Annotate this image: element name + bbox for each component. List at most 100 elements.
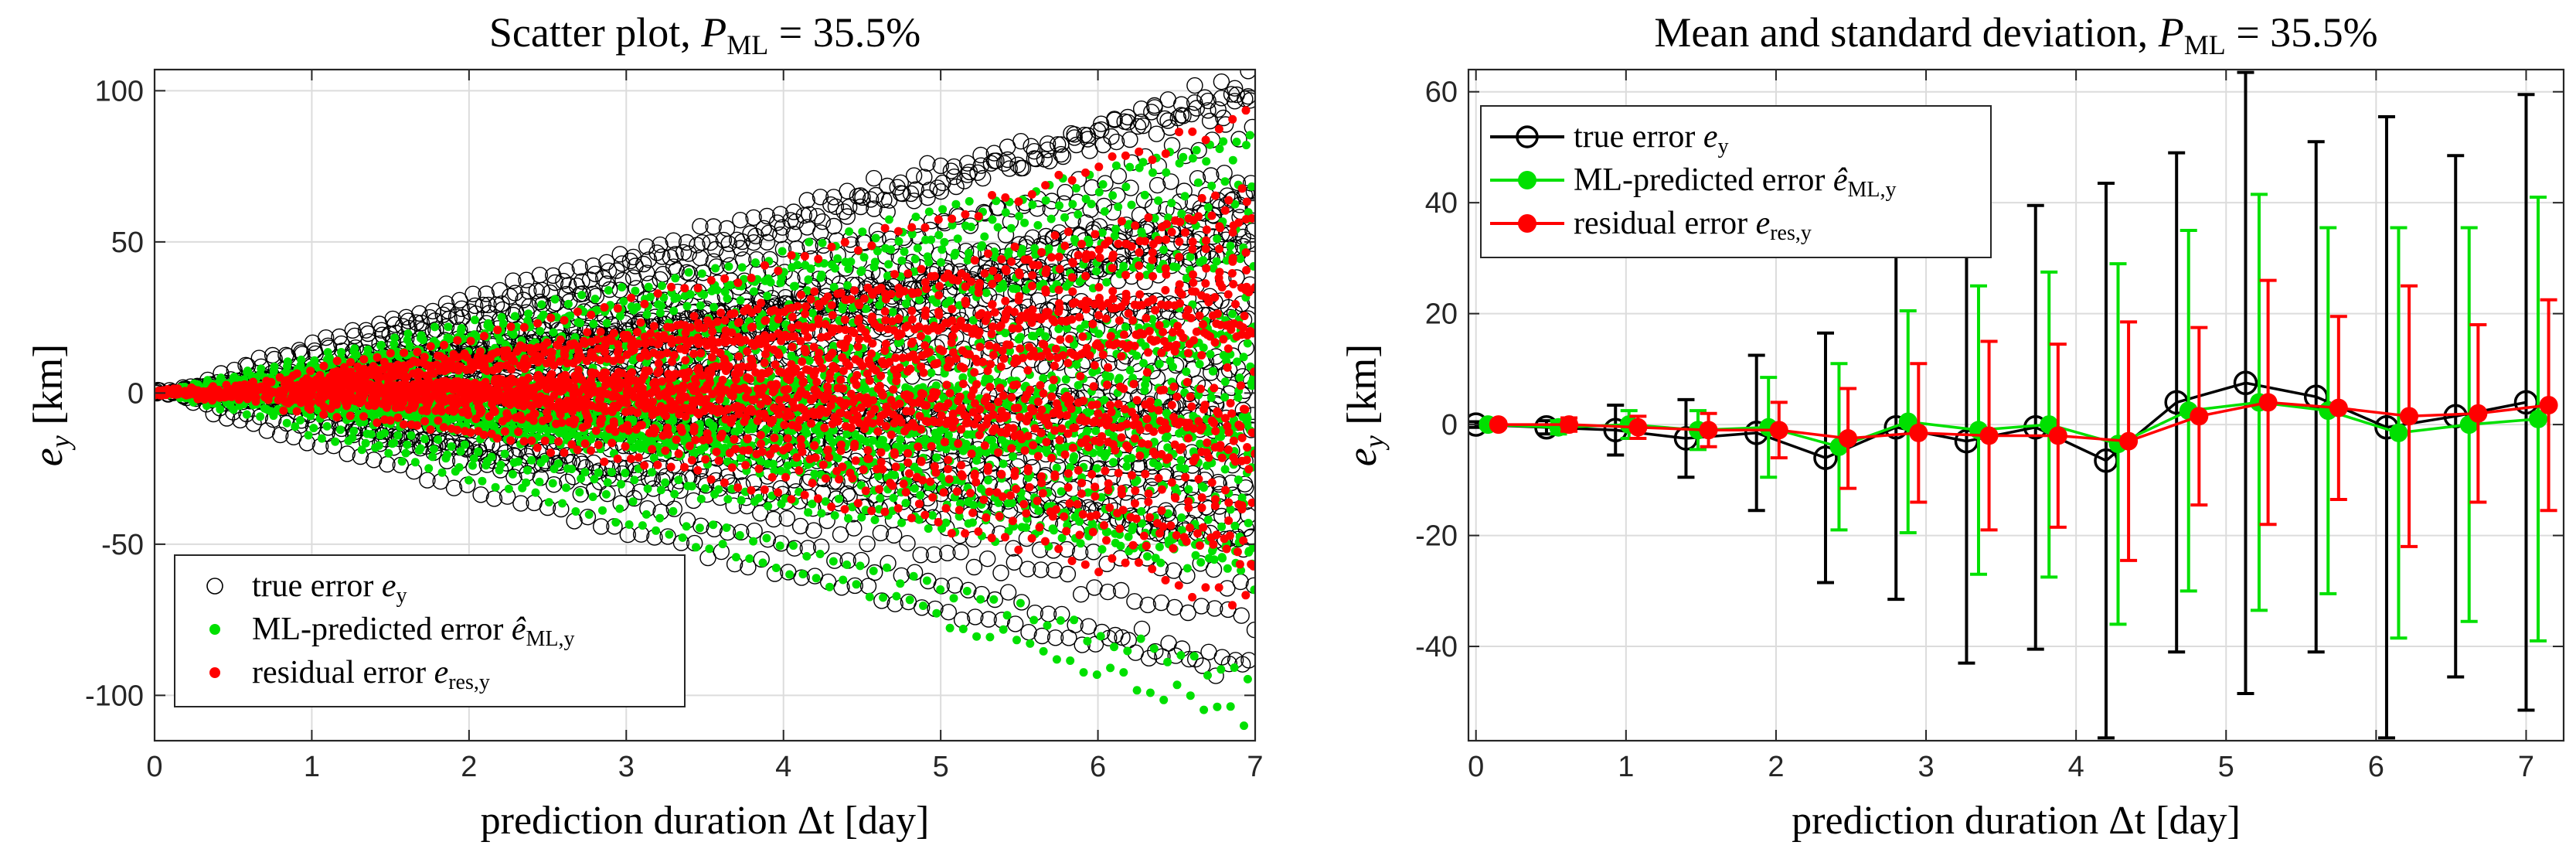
scatter-point [1203, 515, 1213, 524]
scatter-point [1062, 442, 1071, 452]
scatter-point [1057, 533, 1067, 543]
scatter-point [1114, 203, 1123, 211]
scatter-point [695, 523, 704, 533]
scatter-point [1220, 177, 1230, 186]
scatter-point [884, 260, 893, 269]
scatter-point [900, 247, 909, 256]
scatter-point [1060, 213, 1069, 222]
scatter-point [804, 275, 813, 285]
scatter-point [679, 264, 696, 281]
scatter-point [417, 331, 426, 340]
scatter-point [1114, 629, 1131, 646]
scatter-point [723, 495, 733, 504]
scatter-point [1127, 200, 1136, 210]
scatter-point [495, 465, 504, 475]
scatter-point [808, 208, 826, 225]
scatter-point [869, 566, 878, 575]
scatter-point [335, 425, 345, 435]
scatter-point [600, 262, 618, 279]
scatter-point [655, 513, 665, 523]
scatter-point [879, 177, 896, 195]
scatter-point [1127, 453, 1136, 462]
scatter-point [1100, 452, 1109, 461]
scatter-point [1161, 119, 1179, 136]
scatter-point [643, 484, 652, 493]
scatter-point [719, 246, 736, 263]
scatter-point [445, 479, 463, 496]
scatter-point [765, 510, 782, 528]
scatter-point [695, 264, 712, 281]
scatter-point [885, 527, 903, 544]
scatter-point [1167, 199, 1176, 208]
scatter-point [1097, 175, 1114, 192]
scatter-point [1048, 383, 1057, 392]
scatter-point [1063, 324, 1071, 333]
scatter-point [772, 227, 789, 244]
scatter-point [1111, 224, 1121, 233]
scatter-point [758, 233, 776, 251]
scatter-point [584, 257, 602, 274]
scatter-point [1070, 615, 1079, 625]
scatter-point [401, 448, 410, 458]
scatter-point [1119, 114, 1137, 131]
scatter-point [322, 421, 332, 431]
scatter-point [785, 203, 802, 220]
scatter-point [753, 551, 770, 568]
scatter-point [414, 446, 424, 455]
scatter-point [892, 174, 910, 192]
scatter-point [593, 518, 610, 535]
scatter-point [601, 489, 611, 499]
scatter-point [869, 230, 886, 247]
scatter-point [1046, 629, 1064, 646]
scatter-point [1163, 431, 1172, 441]
scatter-point [1002, 611, 1012, 620]
scatter-point [257, 364, 266, 373]
scatter-point [1112, 581, 1130, 599]
scatter-point [995, 155, 1013, 172]
scatter-point [1106, 111, 1123, 128]
scatter-point [711, 264, 720, 273]
scatter-point [1029, 200, 1046, 217]
scatter-point [865, 169, 883, 187]
scatter-point [618, 481, 635, 498]
scatter-point [1247, 182, 1255, 191]
scatter-point [696, 494, 706, 503]
scatter-point [628, 497, 638, 506]
scatter-point [857, 513, 866, 522]
scatter-point [431, 434, 448, 452]
scatter-points [155, 70, 1255, 731]
scatter-point [1140, 649, 1158, 666]
scatter-point [749, 537, 758, 546]
scatter-point [759, 531, 777, 548]
scatter-point [638, 264, 655, 281]
scatter-point [604, 460, 621, 477]
scatter-point [1200, 102, 1217, 119]
scatter-point [1023, 138, 1040, 155]
scatter-point [1006, 554, 1023, 571]
scatter-point [873, 472, 883, 481]
scatter-point [419, 472, 436, 489]
scatter-point [844, 264, 853, 274]
scatter-point [1029, 332, 1039, 341]
scatter-point [322, 355, 332, 364]
scatter-point [641, 275, 658, 292]
scatter-point [1083, 636, 1092, 646]
scatter-point [611, 246, 628, 263]
scatter-point [758, 207, 776, 225]
scatter-point [1006, 223, 1016, 233]
scatter-point [1092, 464, 1101, 473]
scatter-point [967, 430, 975, 439]
scatter-point [786, 540, 803, 557]
scatter-point [671, 274, 680, 283]
scatter-point [1153, 398, 1162, 407]
scatter-point [1132, 100, 1150, 118]
scatter-point [1220, 656, 1238, 673]
scatter-point [856, 561, 865, 571]
scatter-point [944, 431, 953, 440]
scatter-point [256, 412, 265, 421]
scatter-point [852, 198, 869, 216]
scatter-point [980, 232, 989, 241]
scatter-point [1235, 373, 1244, 382]
scatter-point [1146, 99, 1163, 116]
scatter-point [905, 167, 923, 184]
